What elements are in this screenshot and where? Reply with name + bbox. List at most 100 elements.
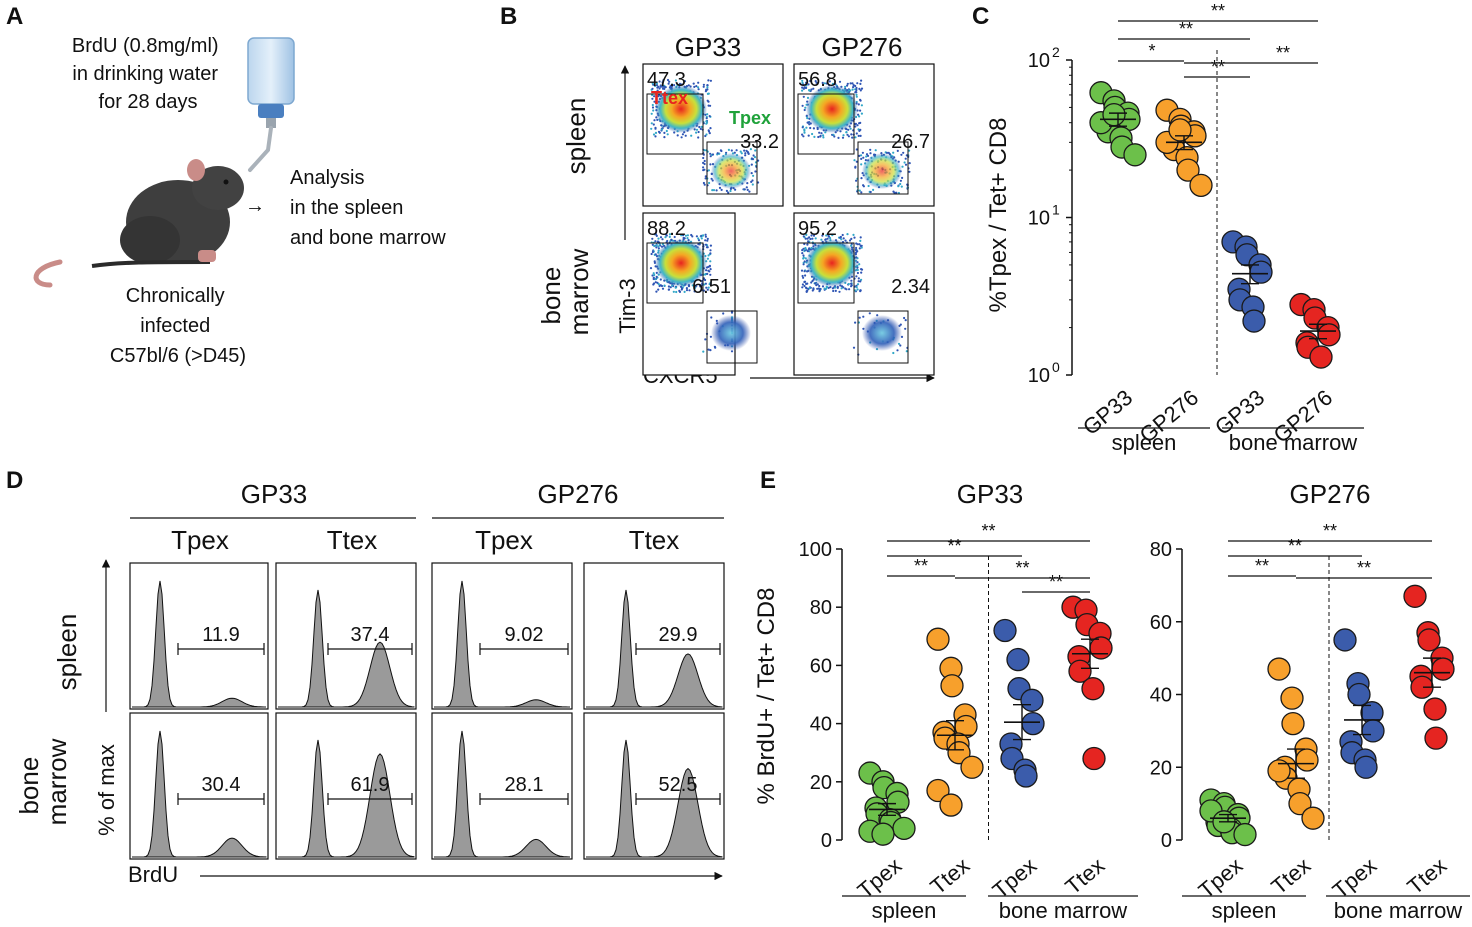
- flow-event-dot: [657, 245, 660, 248]
- flow-event-dot: [860, 271, 863, 274]
- flow-event-dot: [844, 287, 847, 290]
- flow-event-dot: [655, 84, 659, 87]
- drug-line-2: in drinking water: [72, 63, 218, 85]
- flow-event-dot: [659, 278, 662, 281]
- flow-event-dot: [856, 82, 859, 85]
- flow-event-dot: [860, 191, 863, 194]
- flow-event-dot: [860, 163, 863, 166]
- data-point: [1267, 759, 1291, 783]
- flow-event-dot: [652, 109, 655, 112]
- flow-density-hotspot: [655, 85, 707, 133]
- flow-event-dot: [705, 117, 708, 120]
- data-point: [1014, 764, 1038, 788]
- flow-event-dot: [842, 237, 845, 240]
- flow-event-dot: [850, 133, 853, 136]
- flow-event-dot: [801, 86, 804, 89]
- histogram-curve: [278, 589, 415, 708]
- group-label: spleen: [1112, 430, 1177, 455]
- flow-row-spleen: spleen: [561, 98, 591, 175]
- flow-gate-tpex: [706, 310, 758, 364]
- flow-event-dot: [707, 100, 710, 103]
- y-tick-exponent: 1: [1052, 202, 1060, 218]
- data-point: [1333, 628, 1357, 652]
- flow-event-dot: [859, 82, 862, 85]
- flow-event-dot: [848, 288, 851, 291]
- flow-event-dot: [819, 135, 822, 138]
- flow-event-dot: [862, 185, 866, 188]
- flow-event-dot: [831, 82, 835, 85]
- flow-event-dot: [860, 112, 864, 115]
- panel-b: B GP33 GP276 spleen bone marrow Tim-3 CX…: [500, 3, 935, 388]
- flow-density-hotspot: [806, 239, 858, 287]
- data-point: [1431, 657, 1455, 681]
- flow-tpex-label: Tpex: [729, 108, 771, 128]
- flow-event-dot: [897, 185, 900, 188]
- histogram-curve: [434, 730, 571, 858]
- flow-column-gp33: GP33: [675, 32, 742, 62]
- analysis-line-3: and bone marrow: [290, 227, 446, 249]
- flow-event-dot: [838, 290, 841, 293]
- flow-event-dot: [674, 286, 677, 289]
- flow-event-dot: [812, 287, 815, 290]
- flow-gate-ttex: [797, 93, 855, 155]
- series-0: [858, 761, 916, 846]
- flow-event-dot: [904, 319, 907, 322]
- flow-density-hotspot: [862, 315, 902, 351]
- data-point: [1081, 677, 1105, 701]
- flow-event-dot: [859, 89, 862, 92]
- histogram-curve: [586, 589, 723, 708]
- flow-event-dot: [851, 136, 854, 139]
- data-point: [892, 816, 916, 841]
- flow-event-dot: [853, 159, 856, 162]
- flow-gate-ttex: [646, 242, 704, 304]
- flow-event-dot: [699, 127, 702, 130]
- series-0: [1199, 788, 1257, 847]
- flow-plot: 56.8 26.7: [793, 63, 935, 207]
- flow-event-dot: [860, 246, 863, 249]
- flow-event-dot: [663, 85, 666, 88]
- flow-event-dot: [659, 85, 662, 88]
- y-tick-label: 60: [810, 655, 832, 677]
- series-2: [1221, 230, 1273, 333]
- flow-event-dot: [680, 234, 683, 237]
- flow-event-dot: [667, 285, 671, 288]
- flow-event-dot: [695, 235, 699, 238]
- flow-event-dot: [820, 132, 823, 135]
- flow-event-dot: [801, 249, 804, 252]
- flow-event-dot: [703, 159, 706, 163]
- flow-event-dot: [851, 88, 854, 91]
- panel-d-label: D: [6, 467, 23, 494]
- flow-event-dot: [807, 134, 810, 137]
- hist-group-gp276: GP276: [538, 479, 619, 509]
- flow-event-dot: [860, 104, 864, 107]
- panel-c-label: C: [972, 3, 989, 30]
- flow-event-dot: [701, 234, 704, 237]
- flow-gate-value-tpex: 6.51: [692, 276, 731, 298]
- flow-event-dot: [856, 124, 859, 127]
- flow-event-dot: [697, 136, 700, 139]
- flow-event-dot: [801, 283, 805, 286]
- flow-event-dot: [654, 278, 657, 281]
- flow-gate-value-ttex: 88.2: [647, 218, 686, 240]
- flow-event-dot: [854, 289, 857, 292]
- flow-event-dot: [686, 234, 690, 237]
- flow-event-dot: [706, 237, 709, 240]
- flow-event-dot: [691, 235, 694, 238]
- flow-event-dot: [652, 123, 655, 126]
- flow-event-dot: [653, 244, 656, 248]
- flow-event-dot: [690, 134, 693, 137]
- flow-event-dot: [686, 237, 689, 240]
- flow-event-dot: [695, 128, 699, 131]
- flow-event-dot: [706, 288, 709, 291]
- flow-event-dot: [702, 85, 705, 88]
- flow-event-dot: [829, 237, 832, 240]
- flow-event-dot: [821, 234, 824, 237]
- flow-event-dot: [854, 321, 857, 324]
- flow-event-dot: [661, 287, 665, 290]
- flow-event-dot: [825, 234, 828, 237]
- flow-event-dot: [872, 188, 875, 191]
- histogram: 29.9: [583, 562, 725, 710]
- significance-label: **: [1211, 1, 1225, 21]
- flow-event-dot: [850, 282, 853, 285]
